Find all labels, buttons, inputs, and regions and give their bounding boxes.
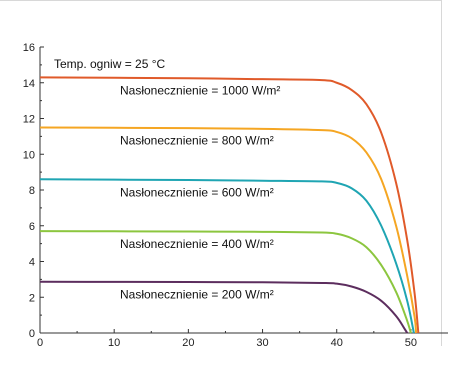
series-line-5 — [39, 280, 409, 334]
y-tick-label: 2 — [29, 292, 35, 304]
x-tick-label: 10 — [108, 337, 120, 349]
x-tick-label: 30 — [256, 337, 268, 349]
series-line-3 — [39, 178, 415, 334]
x-tick-label: 40 — [331, 337, 343, 349]
y-tick-label: 8 — [29, 185, 35, 197]
y-tick-label: 0 — [29, 328, 35, 340]
series-line-4 — [39, 230, 412, 334]
y-tick-label: 16 — [23, 42, 35, 54]
frame-border-top — [0, 0, 442, 1]
series-label-3: Nasłonecznienie = 600 W/m² — [120, 185, 274, 199]
x-tick-label: 20 — [182, 337, 194, 349]
y-tick-label: 6 — [29, 221, 35, 233]
y-tick-label: 10 — [23, 149, 35, 161]
series-lines — [39, 76, 420, 334]
series-line-2 — [39, 126, 418, 334]
x-tick-label: 50 — [405, 337, 417, 349]
y-tick-label: 14 — [23, 78, 35, 90]
series-line-1 — [39, 76, 420, 334]
y-tick-label: 4 — [29, 257, 35, 269]
y-tick-label: 12 — [23, 114, 35, 126]
series-label-1: Nasłonecznienie = 1000 W/m² — [120, 83, 280, 97]
series-label-4: Nasłonecznienie = 400 W/m² — [120, 237, 274, 251]
axis-ticks: 0 2 4 6 8 10 12 14 16 0 10 20 30 40 50 — [23, 42, 417, 349]
frame-border-right — [441, 0, 442, 346]
series-label-5: Nasłonecznienie = 200 W/m² — [120, 288, 274, 302]
series-label-2: Nasłonecznienie = 800 W/m² — [120, 133, 274, 147]
temperature-annotation: Temp. ogniw = 25 °C — [54, 57, 166, 71]
series-labels: Nasłonecznienie = 1000 W/m² Nasłonecznien… — [120, 83, 280, 301]
x-tick-label: 0 — [37, 337, 43, 349]
